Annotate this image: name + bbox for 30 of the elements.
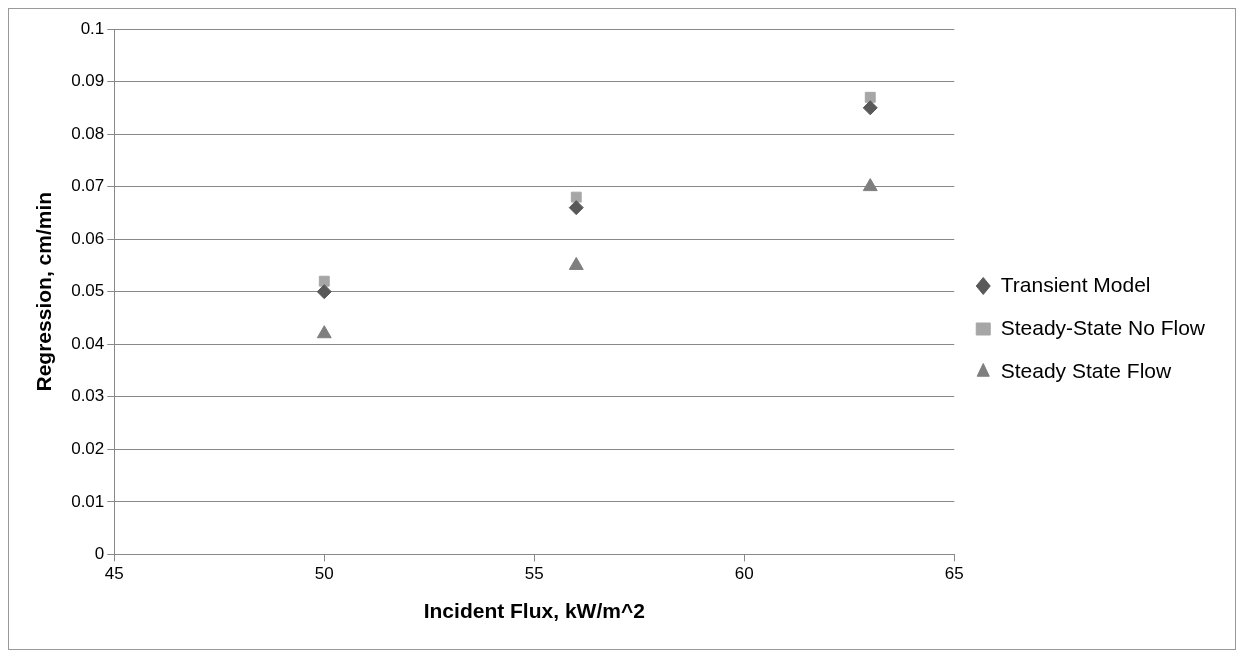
point (864, 91, 876, 103)
x-tick-label: 65 (944, 564, 964, 584)
y-axis-title: Regression, cm/min (32, 191, 56, 392)
y-tick-label: 0.04 (71, 333, 105, 353)
point (316, 284, 332, 300)
x-tick-label: 60 (734, 564, 754, 584)
legend-label: Transient Model (1000, 272, 1151, 296)
y-tick-label: 0 (94, 544, 105, 564)
y-tick-label: 0.03 (71, 386, 105, 406)
point (570, 191, 582, 203)
y-tick-label: 0.02 (71, 439, 105, 459)
y-tick-label: 0.1 (80, 18, 105, 38)
x-tick-label: 50 (314, 564, 334, 584)
y-tick-label: 0.08 (71, 123, 105, 143)
point (862, 178, 878, 192)
point (568, 256, 584, 270)
x-tick-label: 45 (104, 564, 124, 584)
point (318, 275, 330, 287)
y-tick-label: 0.09 (71, 71, 105, 91)
point (316, 325, 332, 339)
legend-label: Steady-State No Flow (1000, 315, 1206, 339)
x-axis-title: Incident Flux, kW/m^2 (423, 599, 645, 623)
x-tick-label: 55 (524, 564, 544, 584)
y-tick-label: 0.01 (71, 491, 105, 511)
y-tick-label: 0.06 (71, 228, 105, 248)
legend-label: Steady State Flow (1000, 358, 1172, 382)
point (568, 200, 584, 216)
y-tick-label: 0.07 (71, 176, 105, 196)
point (862, 100, 878, 116)
y-tick-label: 0.05 (71, 281, 105, 301)
